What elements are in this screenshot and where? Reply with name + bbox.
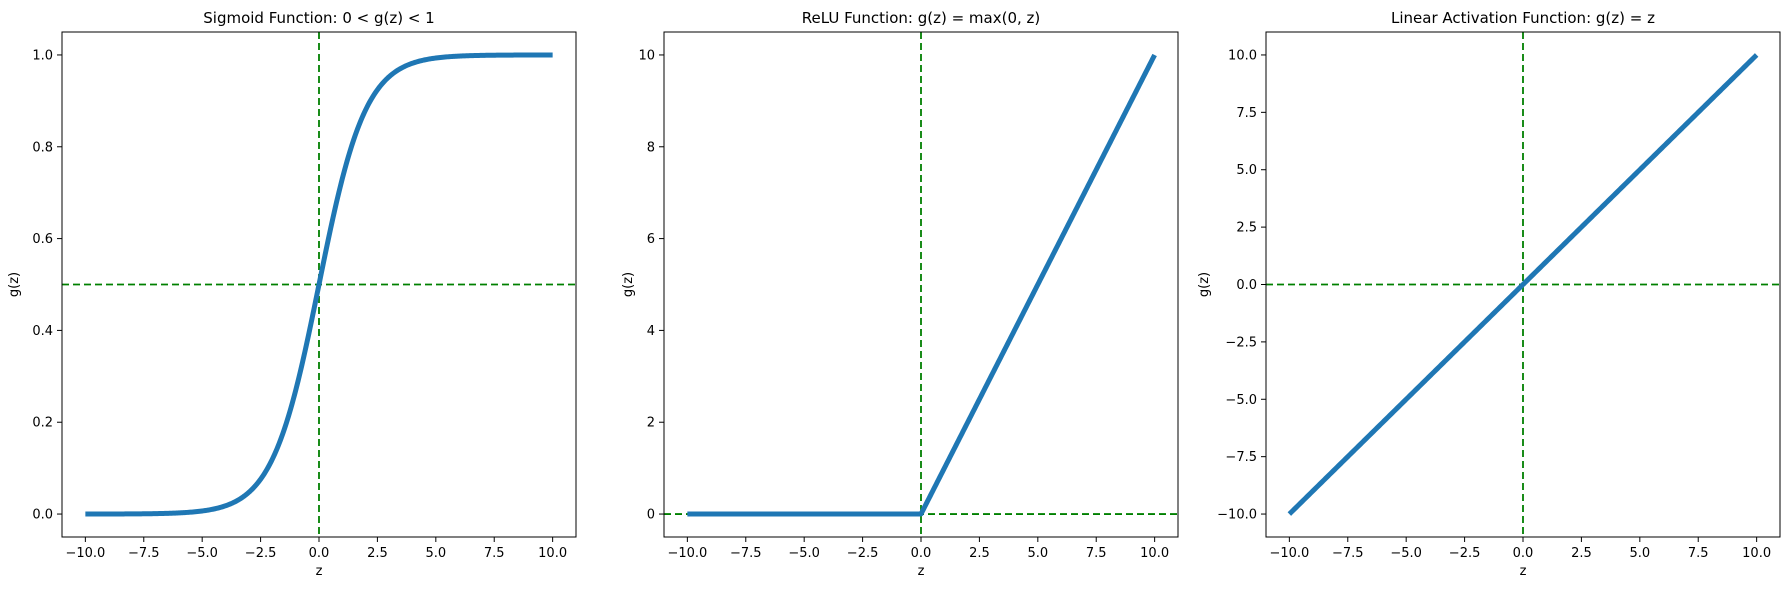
y-tick-label: 0	[647, 508, 655, 523]
x-tick-label: 10.0	[1742, 546, 1771, 561]
x-axis-label: z	[1520, 564, 1527, 579]
x-axis-label: z	[316, 564, 323, 579]
x-tick-label: −10.0	[1269, 546, 1309, 561]
series-line-relu	[686, 53, 1157, 517]
x-tick-label: −5.0	[1390, 546, 1422, 561]
chart-panel-sigmoid: Sigmoid Function: 0 < g(z) < 1 −10.0 −7.5 −…	[7, 9, 577, 579]
x-axis-label: z	[918, 564, 925, 579]
x-tick-label: −7.5	[128, 546, 160, 561]
series-line-sigmoid	[84, 52, 554, 517]
y-tick-label: 5.0	[1236, 163, 1257, 178]
y-tick-label: 0.0	[1236, 278, 1257, 293]
y-tick-label: 2.5	[1236, 221, 1257, 236]
y-tick-label: 10.0	[1228, 48, 1257, 63]
y-tick-label: 2	[647, 416, 655, 431]
x-tick-label: 7.5	[1688, 546, 1709, 561]
chart-panel-linear: Linear Activation Function: g(z) = z −10.…	[1197, 9, 1781, 579]
x-tick-label: −7.5	[730, 546, 762, 561]
x-tick-label: −7.5	[1332, 546, 1364, 561]
x-tick-label: 5.0	[425, 546, 446, 561]
y-tick-label: 0.0	[32, 508, 53, 523]
chart-panel-relu: ReLU Function: g(z) = max(0, z) −10.0 −7.5…	[621, 9, 1179, 579]
chart-title: ReLU Function: g(z) = max(0, z)	[802, 9, 1041, 27]
y-tick-label: −10.0	[1217, 508, 1257, 523]
x-tick-label: −10.0	[65, 546, 105, 561]
x-tick-label: 5.0	[1629, 546, 1650, 561]
y-tick-label: 6	[647, 232, 655, 247]
x-tick-label: −5.0	[186, 546, 218, 561]
x-tick-label: 2.5	[1571, 546, 1592, 561]
x-tick-label: 7.5	[1086, 546, 1107, 561]
y-axis-label: g(z)	[621, 272, 636, 297]
x-tick-label: 2.5	[367, 546, 388, 561]
x-tick-label: −5.0	[788, 546, 820, 561]
y-axis-label: g(z)	[1197, 272, 1212, 297]
x-tick-label: 2.5	[969, 546, 990, 561]
y-tick-label: 1.0	[32, 48, 53, 63]
x-tick-label: −2.5	[1449, 546, 1481, 561]
x-tick-label: 0.0	[911, 546, 932, 561]
y-tick-label: 8	[647, 140, 655, 155]
chart-title: Linear Activation Function: g(z) = z	[1391, 9, 1655, 27]
x-tick-label: 5.0	[1027, 546, 1048, 561]
y-tick-label: −2.5	[1225, 335, 1257, 350]
y-tick-label: 0.4	[32, 324, 53, 339]
y-tick-label: 10	[638, 48, 655, 63]
y-tick-label: 4	[647, 324, 655, 339]
y-tick-label: 0.2	[32, 416, 53, 431]
chart-title: Sigmoid Function: 0 < g(z) < 1	[203, 9, 434, 27]
y-axis-label: g(z)	[7, 272, 22, 297]
x-tick-label: 0.0	[1513, 546, 1534, 561]
y-tick-label: −5.0	[1225, 393, 1257, 408]
series-line-linear	[1287, 53, 1759, 516]
x-tick-label: 10.0	[538, 546, 567, 561]
x-tick-label: 10.0	[1140, 546, 1169, 561]
x-tick-label: −2.5	[245, 546, 277, 561]
x-tick-label: 7.5	[484, 546, 505, 561]
y-tick-label: 0.8	[32, 140, 53, 155]
x-tick-label: 0.0	[309, 546, 330, 561]
y-tick-label: 0.6	[32, 232, 53, 247]
x-tick-label: −2.5	[847, 546, 879, 561]
y-tick-label: −7.5	[1225, 450, 1257, 465]
y-tick-label: 7.5	[1236, 106, 1257, 121]
x-tick-label: −10.0	[667, 546, 707, 561]
